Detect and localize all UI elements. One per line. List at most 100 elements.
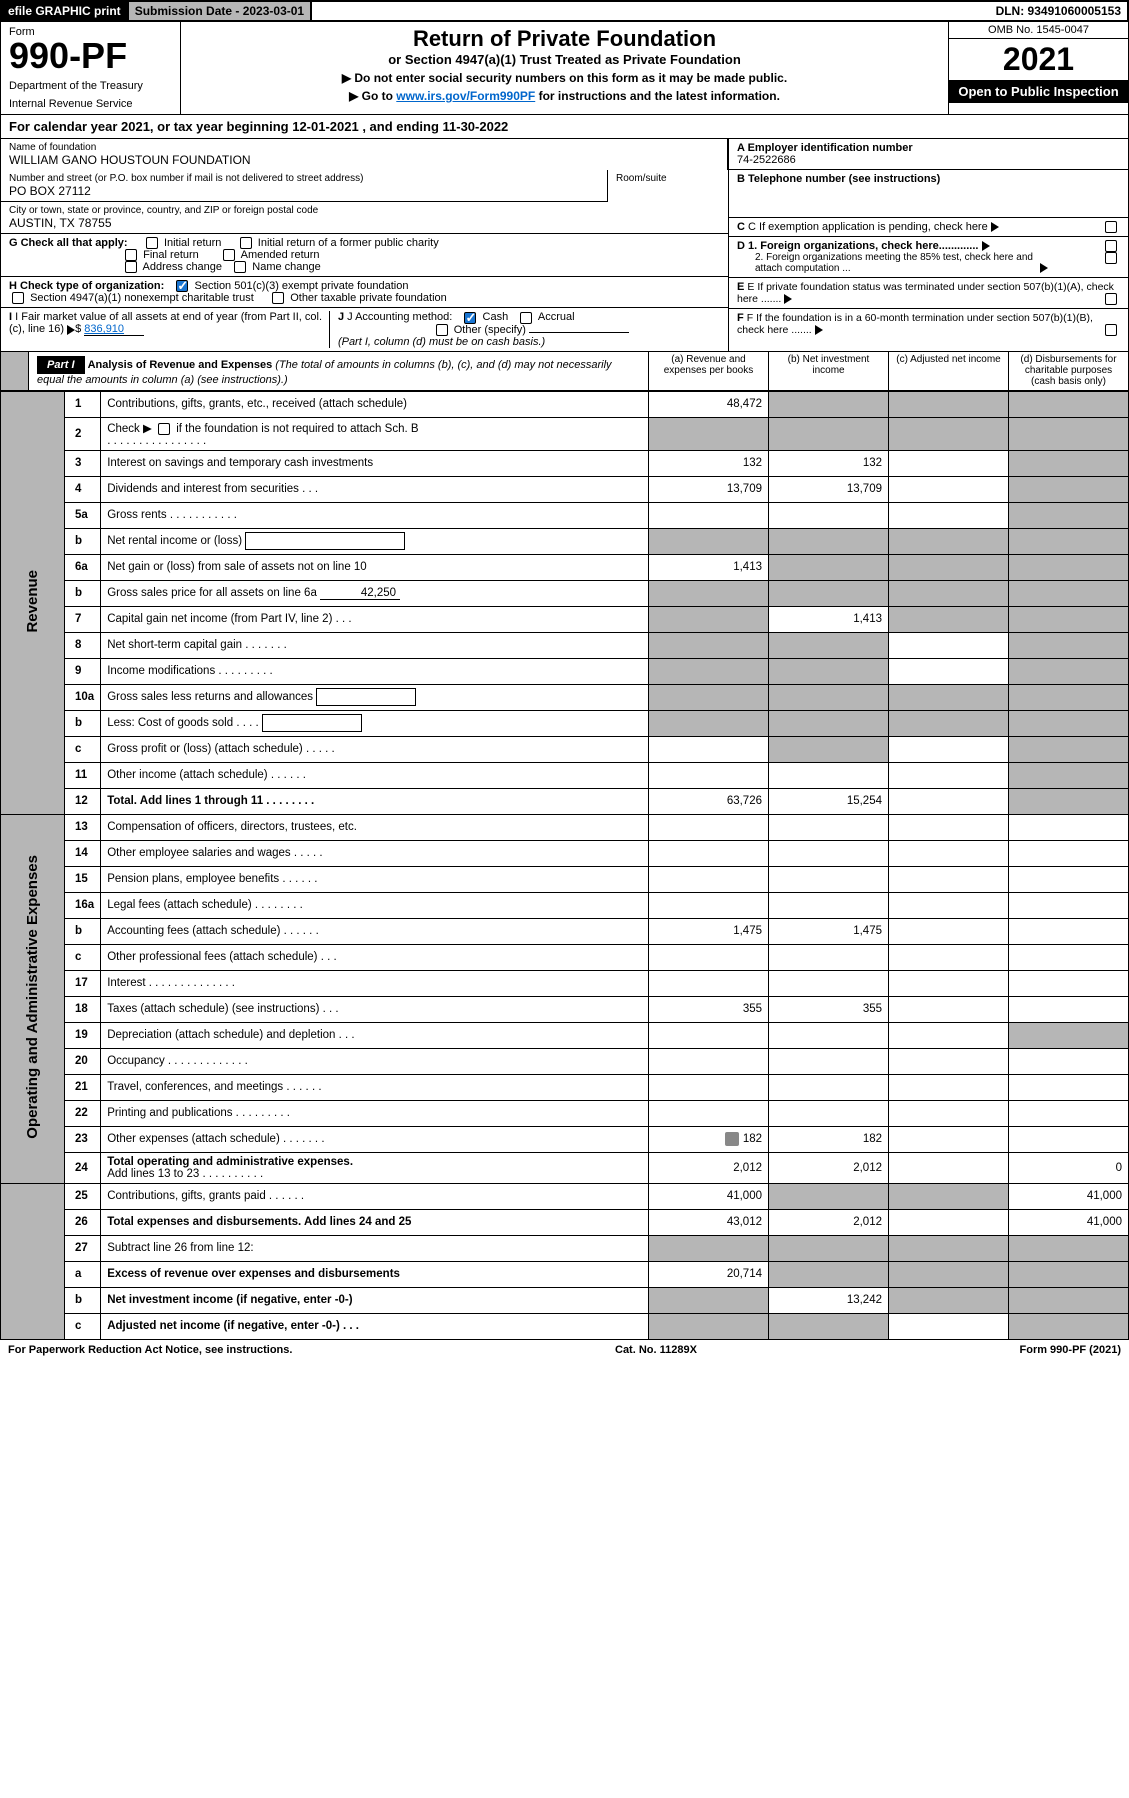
checkbox-address[interactable] [125, 261, 137, 273]
l10b-box [262, 714, 362, 732]
checkbox-501c3[interactable] [176, 280, 188, 292]
l27c-desc: Adjusted net income (if negative, enter … [101, 1313, 649, 1339]
checkbox-cash[interactable] [464, 312, 476, 324]
l18-desc: Taxes (attach schedule) (see instruction… [101, 996, 649, 1022]
j-cash: Cash [483, 311, 509, 323]
top-bar: efile GRAPHIC print Submission Date - 20… [0, 0, 1129, 22]
l1-c [889, 391, 1009, 417]
irs-link[interactable]: www.irs.gov/Form990PF [396, 89, 535, 103]
checkbox-f[interactable] [1105, 324, 1117, 336]
goto-prefix: ▶ Go to [349, 89, 396, 103]
submission-date: Submission Date - 2023-03-01 [129, 2, 312, 20]
j-accrual: Accrual [538, 311, 575, 323]
room-label: Room/suite [616, 173, 720, 184]
l21-desc: Travel, conferences, and meetings . . . … [101, 1074, 649, 1100]
l26-b: 2,012 [769, 1209, 889, 1235]
l12-desc: Total. Add lines 1 through 11 . . . . . … [101, 788, 649, 814]
l7-b: 1,413 [769, 606, 889, 632]
l21-num: 21 [65, 1074, 101, 1100]
f-label: F If the foundation is in a 60-month ter… [737, 312, 1093, 336]
l16a-desc: Legal fees (attach schedule) . . . . . .… [101, 892, 649, 918]
l10c-desc: Gross profit or (loss) (attach schedule)… [101, 736, 649, 762]
checkbox-schb[interactable] [158, 423, 170, 435]
fmv-link[interactable]: 836,910 [84, 323, 144, 336]
checkbox-initial[interactable] [146, 237, 158, 249]
arrow-icon [1040, 263, 1048, 273]
arrow-icon [815, 325, 823, 335]
foundation-name: WILLIAM GANO HOUSTOUN FOUNDATION [9, 153, 719, 167]
l4-num: 4 [65, 476, 101, 502]
l10a-desc: Gross sales less returns and allowances [101, 684, 649, 710]
l16b-num: b [65, 918, 101, 944]
checkbox-c[interactable] [1105, 221, 1117, 233]
l18-num: 18 [65, 996, 101, 1022]
ssn-warning: ▶ Do not enter social security numbers o… [189, 71, 940, 85]
l15-num: 15 [65, 866, 101, 892]
l18-a: 355 [649, 996, 769, 1022]
l3-a: 132 [649, 450, 769, 476]
l27b-num: b [65, 1287, 101, 1313]
checkbox-other-acct[interactable] [436, 324, 448, 336]
l27b-desc: Net investment income (if negative, ente… [101, 1287, 649, 1313]
l26-d: 41,000 [1009, 1209, 1129, 1235]
l5b-num: b [65, 528, 101, 554]
col-d-head: (d) Disbursements for charitable purpose… [1008, 352, 1128, 390]
revenue-side: Revenue [24, 570, 41, 633]
checkbox-final[interactable] [125, 249, 137, 261]
arrow-icon [991, 222, 999, 232]
l17-desc: Interest . . . . . . . . . . . . . . [101, 970, 649, 996]
g-initial: Initial return [164, 237, 221, 249]
city-value: AUSTIN, TX 78755 [9, 216, 720, 230]
arrow-icon [982, 241, 990, 251]
l4-b: 13,709 [769, 476, 889, 502]
arrow-icon [67, 325, 75, 335]
attach-icon[interactable] [725, 1132, 739, 1146]
checkbox-d2[interactable] [1105, 252, 1117, 264]
goto-suffix: for instructions and the latest informat… [535, 89, 780, 103]
g-name: Name change [252, 261, 321, 273]
l24-desc: Total operating and administrative expen… [101, 1152, 649, 1183]
part1-table: Revenue 1 Contributions, gifts, grants, … [0, 391, 1129, 1340]
checkbox-other-tax[interactable] [272, 292, 284, 304]
l13-num: 13 [65, 814, 101, 840]
checkbox-accrual[interactable] [520, 312, 532, 324]
col-b-head: (b) Net investment income [768, 352, 888, 390]
checkbox-4947[interactable] [12, 292, 24, 304]
l24-a: 2,012 [649, 1152, 769, 1183]
checkbox-e[interactable] [1105, 293, 1117, 305]
l10b-desc: Less: Cost of goods sold . . . . [101, 710, 649, 736]
g-initial-former: Initial return of a former public charit… [258, 237, 439, 249]
l25-desc: Contributions, gifts, grants paid . . . … [101, 1183, 649, 1209]
l16b-b: 1,475 [769, 918, 889, 944]
h-label: H Check type of organization: [9, 280, 164, 292]
g-final: Final return [143, 249, 199, 261]
checkbox-initial-former[interactable] [240, 237, 252, 249]
l17-num: 17 [65, 970, 101, 996]
ein-value: 74-2522686 [737, 154, 1120, 166]
l13-desc: Compensation of officers, directors, tru… [101, 814, 649, 840]
l26-desc: Total expenses and disbursements. Add li… [101, 1209, 649, 1235]
l27-desc: Subtract line 26 from line 12: [101, 1235, 649, 1261]
checkbox-name[interactable] [234, 261, 246, 273]
l23-desc: Other expenses (attach schedule) . . . .… [101, 1126, 649, 1152]
l23-b: 182 [769, 1126, 889, 1152]
l2-desc: Check ▶ if the foundation is not require… [101, 417, 649, 450]
checkbox-d1[interactable] [1105, 240, 1117, 252]
l6a-a: 1,413 [649, 554, 769, 580]
l8-desc: Net short-term capital gain . . . . . . … [101, 632, 649, 658]
checkbox-amended[interactable] [223, 249, 235, 261]
goto-line: ▶ Go to www.irs.gov/Form990PF for instru… [189, 89, 940, 103]
l22-desc: Printing and publications . . . . . . . … [101, 1100, 649, 1126]
l25-a: 41,000 [649, 1183, 769, 1209]
l12-a: 63,726 [649, 788, 769, 814]
l16b-desc: Accounting fees (attach schedule) . . . … [101, 918, 649, 944]
j-note: (Part I, column (d) must be on cash basi… [338, 336, 545, 348]
e-label: E If private foundation status was termi… [737, 281, 1114, 305]
form-title: Return of Private Foundation [189, 26, 940, 52]
l27a-num: a [65, 1261, 101, 1287]
l22-num: 22 [65, 1100, 101, 1126]
l24-d: 0 [1009, 1152, 1129, 1183]
efile-label[interactable]: efile GRAPHIC print [2, 2, 129, 20]
footer: For Paperwork Reduction Act Notice, see … [0, 1340, 1129, 1360]
l5a-desc: Gross rents . . . . . . . . . . . [101, 502, 649, 528]
